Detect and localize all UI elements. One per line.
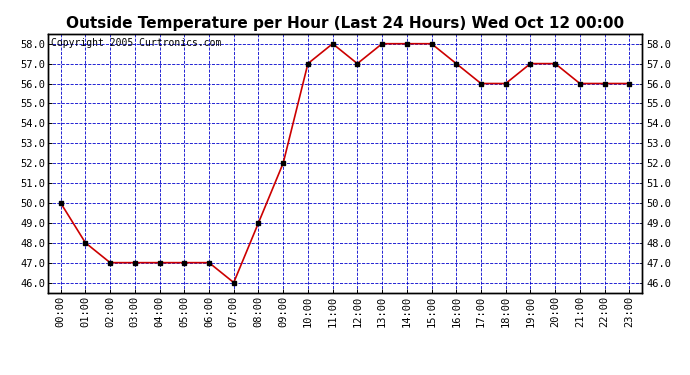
Text: Copyright 2005 Curtronics.com: Copyright 2005 Curtronics.com xyxy=(51,38,221,48)
Title: Outside Temperature per Hour (Last 24 Hours) Wed Oct 12 00:00: Outside Temperature per Hour (Last 24 Ho… xyxy=(66,16,624,31)
